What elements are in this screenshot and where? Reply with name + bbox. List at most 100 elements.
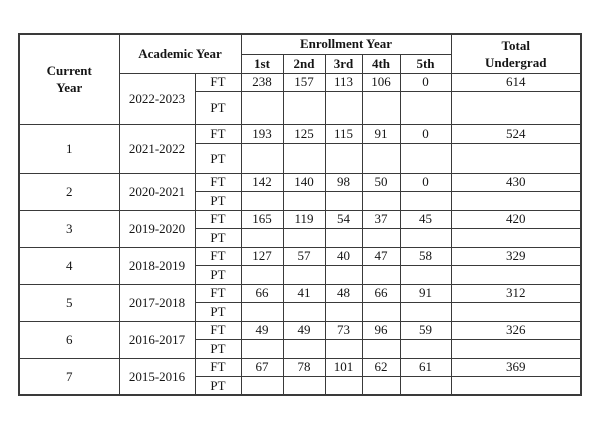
- enroll-value-cell: [399, 227, 452, 248]
- enroll-value-cell: [361, 301, 401, 322]
- enroll-value-cell: 45: [399, 209, 452, 229]
- enroll-value-cell: [282, 90, 326, 125]
- enroll-value-cell: 59: [399, 320, 452, 340]
- pt-label-cell: PT: [194, 338, 242, 359]
- total-cell: 420: [450, 209, 582, 229]
- enrollment-year-header: Enrollment Year: [240, 33, 452, 55]
- enroll-value-cell: [282, 190, 326, 211]
- year-cell: 2021-2022: [118, 123, 196, 174]
- enroll-value-cell: 48: [324, 283, 363, 303]
- total-cell: [450, 227, 582, 248]
- row-number-cell: 6: [18, 320, 120, 359]
- col-header-3rd: 3rd: [324, 53, 363, 74]
- enroll-value-cell: [324, 142, 363, 174]
- enroll-value-cell: 57: [282, 246, 326, 266]
- enroll-value-cell: [324, 338, 363, 359]
- enroll-value-cell: [361, 190, 401, 211]
- total-cell: 430: [450, 172, 582, 192]
- row-number-cell: 5: [18, 283, 120, 322]
- enroll-value-cell: 113: [324, 72, 363, 92]
- enroll-value-cell: [324, 90, 363, 125]
- enroll-value-cell: 49: [240, 320, 284, 340]
- row-number-cell: 1: [18, 123, 120, 174]
- enroll-value-cell: 58: [399, 246, 452, 266]
- enroll-value-cell: 0: [399, 72, 452, 92]
- enroll-value-cell: 50: [361, 172, 401, 192]
- enroll-value-cell: 140: [282, 172, 326, 192]
- total-cell: [450, 90, 582, 125]
- table-row: 5 2017-2018 FT 66 41 48 66 91 312: [18, 283, 582, 322]
- enroll-value-cell: [399, 264, 452, 285]
- enroll-value-cell: 40: [324, 246, 363, 266]
- enroll-value-cell: [324, 227, 363, 248]
- row-number-cell: 7: [18, 357, 120, 396]
- enroll-value-cell: [240, 227, 284, 248]
- total-cell: 312: [450, 283, 582, 303]
- enroll-value-cell: 127: [240, 246, 284, 266]
- total-cell: [450, 375, 582, 396]
- enroll-value-cell: 115: [324, 123, 363, 144]
- enroll-value-cell: [240, 375, 284, 396]
- table-row: PT: [19, 142, 582, 174]
- enroll-value-cell: 41: [282, 283, 326, 303]
- enroll-value-cell: 193: [240, 123, 284, 144]
- enroll-value-cell: [282, 375, 326, 396]
- enroll-value-cell: [399, 142, 452, 174]
- ft-label-cell: FT: [194, 283, 242, 303]
- enroll-value-cell: [240, 338, 284, 359]
- total-cell: [450, 301, 582, 322]
- col-header-4th: 4th: [361, 53, 401, 74]
- enroll-value-cell: 49: [282, 320, 326, 340]
- enroll-value-cell: [361, 375, 401, 396]
- enroll-value-cell: 66: [240, 283, 284, 303]
- enroll-value-cell: [361, 142, 401, 174]
- table-row: PT: [19, 338, 582, 359]
- row-number-cell: 3: [18, 209, 120, 248]
- enroll-value-cell: 98: [324, 172, 363, 192]
- row-number-cell: 4: [18, 246, 120, 285]
- enroll-value-cell: 238: [240, 72, 284, 92]
- year-cell: 2017-2018: [118, 283, 196, 322]
- current-year-header: Current Year: [18, 33, 120, 125]
- enroll-value-cell: 157: [282, 72, 326, 92]
- enroll-value-cell: [361, 264, 401, 285]
- ft-label-cell: FT: [194, 172, 242, 192]
- enroll-value-cell: [361, 227, 401, 248]
- enroll-value-cell: 106: [361, 72, 401, 92]
- enroll-value-cell: 91: [399, 283, 452, 303]
- enroll-value-cell: 119: [282, 209, 326, 229]
- table-row: 2 2020-2021 FT 142 140 98 50 0 430: [18, 172, 582, 211]
- enroll-value-cell: [240, 190, 284, 211]
- ft-label-cell: FT: [194, 72, 242, 92]
- pt-label-cell: PT: [194, 264, 242, 285]
- enroll-value-cell: [399, 375, 452, 396]
- enroll-value-cell: [282, 338, 326, 359]
- enroll-value-cell: [324, 190, 363, 211]
- enroll-value-cell: [399, 90, 452, 125]
- total-cell: [450, 264, 582, 285]
- year-cell: 2016-2017: [118, 320, 196, 359]
- enroll-value-cell: 125: [282, 123, 326, 144]
- enroll-value-cell: 66: [361, 283, 401, 303]
- pt-label-cell: PT: [194, 375, 242, 396]
- table-row: PT: [19, 227, 582, 248]
- year-cell: 2020-2021: [118, 172, 196, 211]
- enroll-value-cell: 67: [240, 357, 284, 377]
- enroll-value-cell: [399, 301, 452, 322]
- enroll-value-cell: [240, 301, 284, 322]
- ft-label-cell: FT: [194, 357, 242, 377]
- col-header-2nd: 2nd: [282, 53, 326, 74]
- table-row: 1 2021-2022 FT 193 125 115 91 0 524: [18, 123, 582, 174]
- enroll-value-cell: 47: [361, 246, 401, 266]
- table-row: 2022-2023 FT 238 157 113 106 0 614: [19, 72, 582, 125]
- total-cell: 329: [450, 246, 582, 266]
- table-row: 4 2018-2019 FT 127 57 40 47 58 329: [18, 246, 582, 285]
- row-number-cell: 2: [18, 172, 120, 211]
- enroll-value-cell: [361, 90, 401, 125]
- enroll-value-cell: [361, 338, 401, 359]
- ft-label-cell: FT: [194, 209, 242, 229]
- header-row-1: Current Year Academic Year Enrollment Ye…: [18, 33, 582, 125]
- total-cell: 369: [450, 357, 582, 377]
- enroll-value-cell: 61: [399, 357, 452, 377]
- enroll-value-cell: 73: [324, 320, 363, 340]
